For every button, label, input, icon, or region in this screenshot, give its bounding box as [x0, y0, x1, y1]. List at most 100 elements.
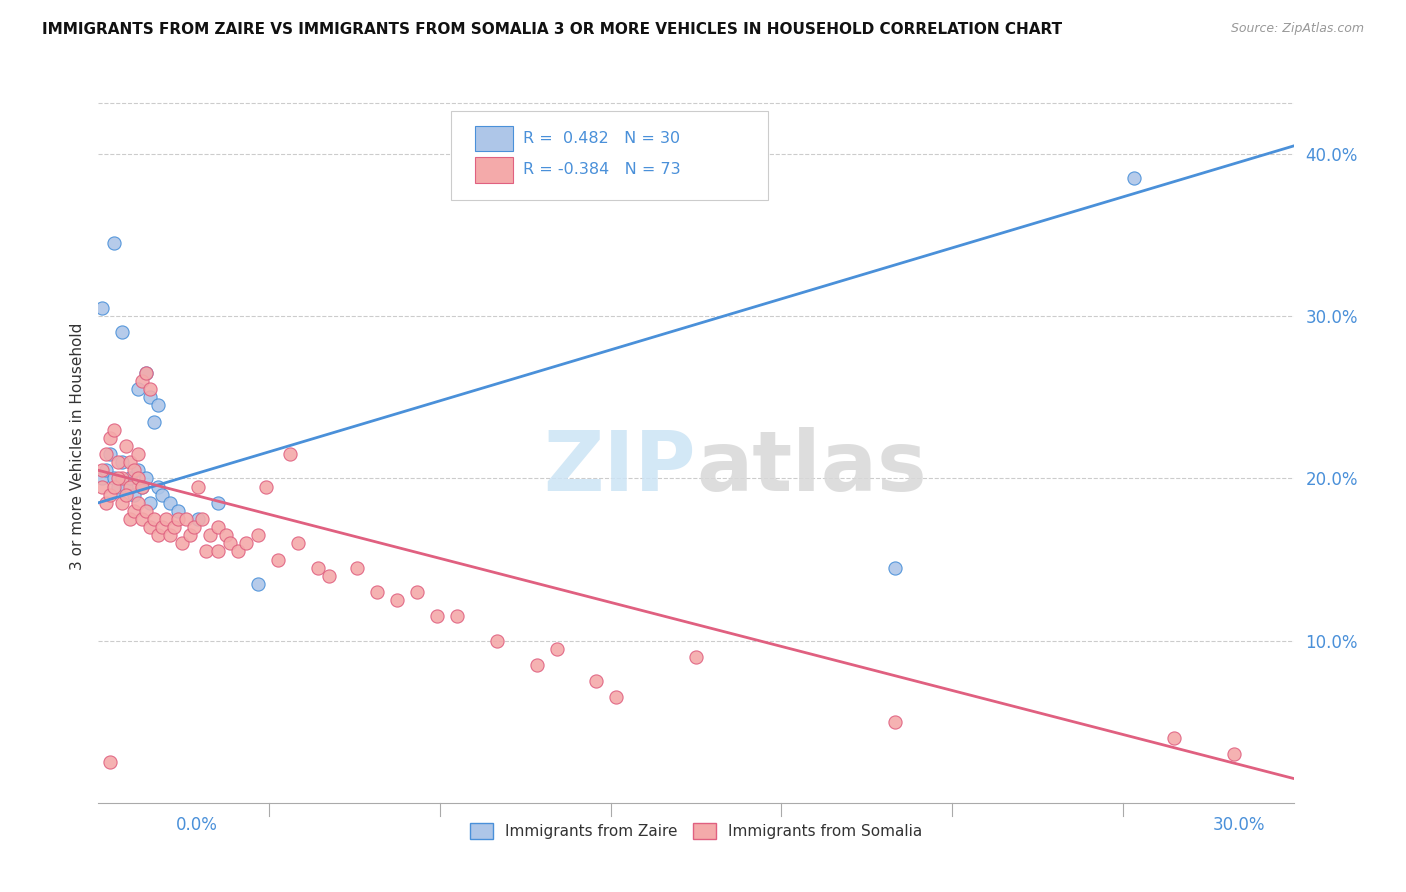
- Point: [174, 512, 197, 526]
- Point: [884, 560, 907, 574]
- Point: [131, 479, 153, 493]
- Point: [96, 463, 118, 477]
- Point: [115, 439, 138, 453]
- FancyBboxPatch shape: [475, 126, 513, 152]
- FancyBboxPatch shape: [451, 111, 768, 200]
- Point: [96, 496, 118, 510]
- Point: [115, 479, 138, 493]
- Point: [120, 512, 142, 526]
- Point: [131, 512, 153, 526]
- Point: [267, 552, 290, 566]
- Point: [254, 479, 277, 493]
- Point: [585, 674, 607, 689]
- Point: [111, 326, 134, 340]
- Point: [124, 488, 146, 502]
- Text: atlas: atlas: [696, 427, 927, 508]
- Point: [91, 479, 114, 493]
- Point: [287, 536, 309, 550]
- Point: [127, 471, 149, 485]
- Point: [191, 512, 214, 526]
- Point: [96, 447, 118, 461]
- Point: [139, 390, 162, 404]
- Point: [139, 382, 162, 396]
- Point: [91, 301, 114, 315]
- Point: [167, 504, 190, 518]
- Point: [135, 504, 157, 518]
- Point: [346, 560, 368, 574]
- Point: [159, 528, 181, 542]
- Point: [159, 496, 181, 510]
- Point: [207, 496, 229, 510]
- Point: [148, 399, 170, 413]
- Point: [98, 431, 122, 445]
- Point: [98, 488, 122, 502]
- Point: [187, 479, 209, 493]
- Point: [143, 415, 166, 429]
- Point: [179, 528, 201, 542]
- Point: [120, 479, 142, 493]
- Point: [98, 756, 122, 770]
- Point: [172, 536, 194, 550]
- Point: [235, 536, 257, 550]
- Point: [107, 479, 129, 493]
- Point: [183, 520, 205, 534]
- Text: 0.0%: 0.0%: [176, 816, 218, 834]
- Point: [127, 463, 149, 477]
- Point: [278, 447, 301, 461]
- FancyBboxPatch shape: [475, 157, 513, 183]
- Point: [124, 504, 146, 518]
- Point: [111, 496, 134, 510]
- Point: [1223, 747, 1246, 761]
- Point: [150, 520, 173, 534]
- Point: [884, 714, 907, 729]
- Point: [148, 479, 170, 493]
- Point: [127, 447, 149, 461]
- Point: [143, 512, 166, 526]
- Point: [1163, 731, 1185, 745]
- Point: [385, 593, 409, 607]
- Point: [546, 641, 568, 656]
- Point: [131, 374, 153, 388]
- Point: [115, 488, 138, 502]
- Point: [685, 649, 707, 664]
- Point: [198, 528, 221, 542]
- Point: [139, 496, 162, 510]
- Point: [246, 528, 269, 542]
- Point: [98, 447, 122, 461]
- Point: [135, 366, 157, 380]
- Point: [103, 479, 125, 493]
- Point: [219, 536, 242, 550]
- Text: R = -0.384   N = 73: R = -0.384 N = 73: [523, 162, 681, 178]
- Point: [1123, 171, 1146, 186]
- Point: [111, 471, 134, 485]
- Point: [426, 609, 449, 624]
- Point: [135, 471, 157, 485]
- Point: [111, 455, 134, 469]
- Point: [246, 577, 269, 591]
- Point: [215, 528, 238, 542]
- Point: [207, 544, 229, 558]
- Point: [187, 512, 209, 526]
- Text: IMMIGRANTS FROM ZAIRE VS IMMIGRANTS FROM SOMALIA 3 OR MORE VEHICLES IN HOUSEHOLD: IMMIGRANTS FROM ZAIRE VS IMMIGRANTS FROM…: [42, 22, 1063, 37]
- Legend: Immigrants from Zaire, Immigrants from Somalia: Immigrants from Zaire, Immigrants from S…: [464, 817, 928, 845]
- Point: [605, 690, 627, 705]
- Point: [485, 633, 508, 648]
- Point: [163, 520, 186, 534]
- Point: [318, 568, 340, 582]
- Point: [103, 236, 125, 251]
- Point: [406, 585, 429, 599]
- Point: [91, 471, 114, 485]
- Point: [120, 455, 142, 469]
- Point: [107, 455, 129, 469]
- Point: [446, 609, 468, 624]
- Point: [103, 471, 125, 485]
- Point: [124, 463, 146, 477]
- Text: 30.0%: 30.0%: [1213, 816, 1265, 834]
- Point: [307, 560, 329, 574]
- Point: [167, 512, 190, 526]
- Point: [107, 471, 129, 485]
- Point: [127, 496, 149, 510]
- Text: R =  0.482   N = 30: R = 0.482 N = 30: [523, 131, 681, 146]
- Point: [207, 520, 229, 534]
- Point: [150, 488, 173, 502]
